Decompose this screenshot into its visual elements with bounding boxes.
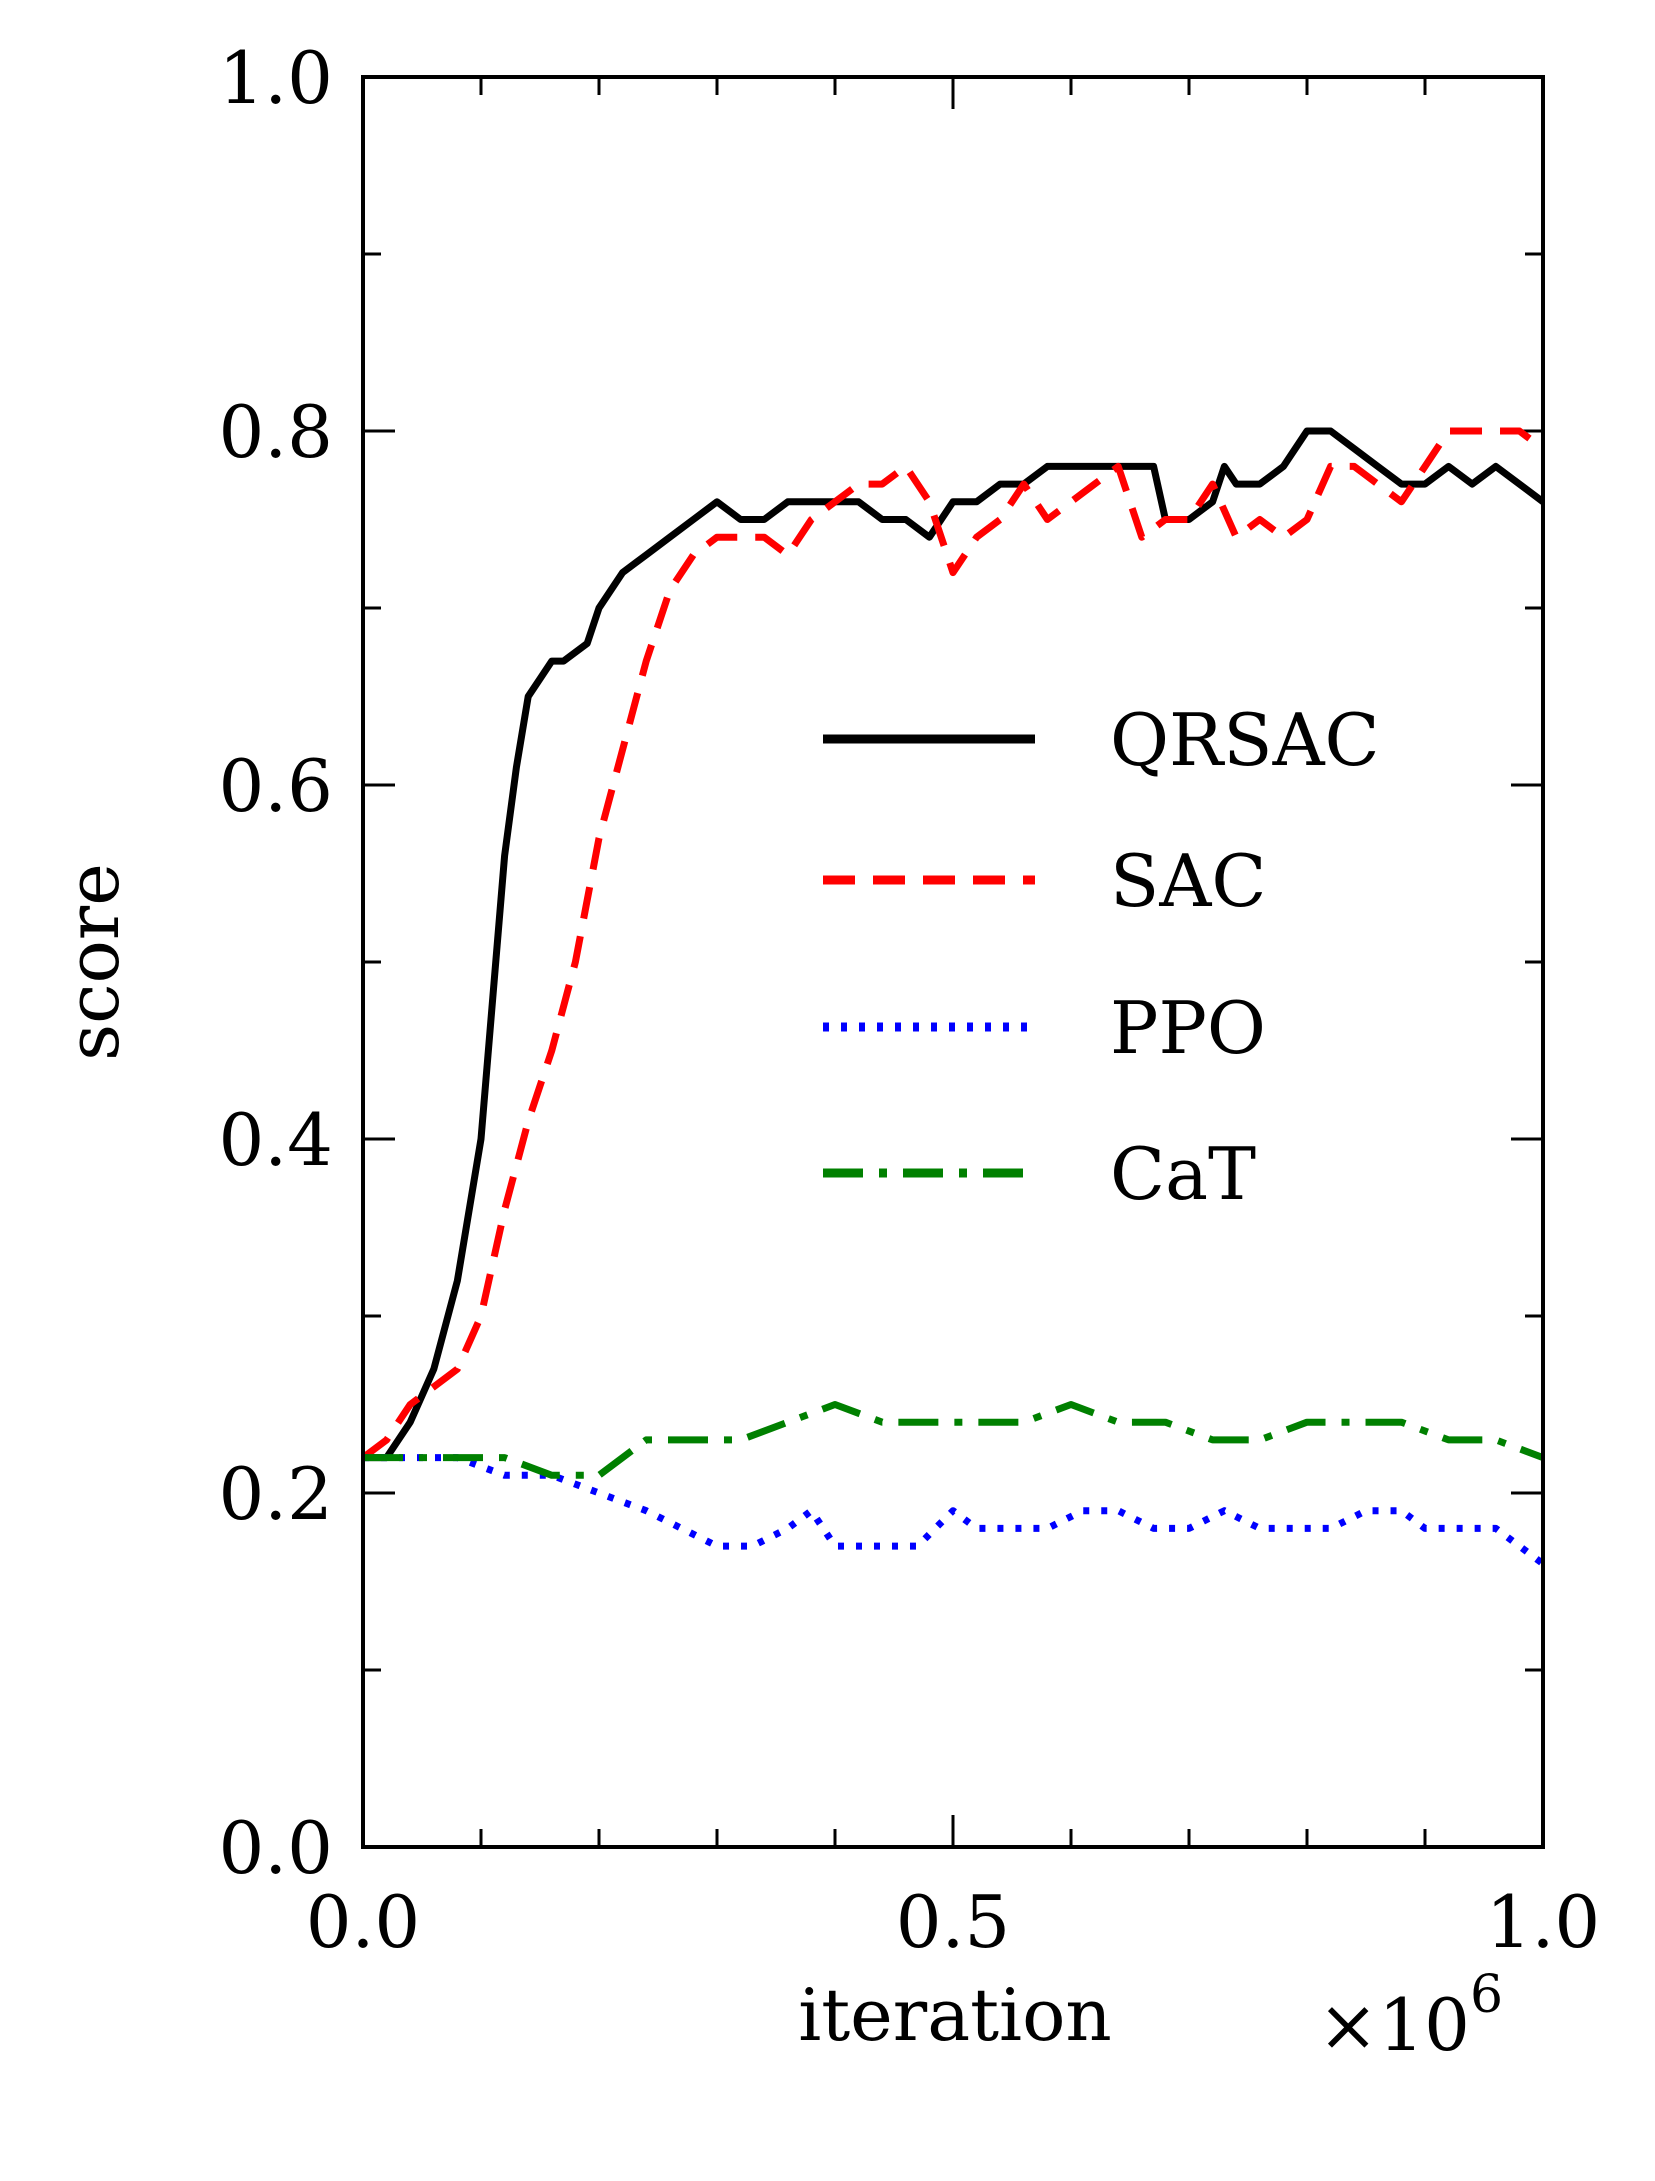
series-line-cat (363, 1401, 1543, 1479)
axis-ticks (361, 75, 1545, 1849)
x-tick-label: 0.0 (306, 1880, 421, 1964)
y-tick-label: 0.2 (218, 1452, 333, 1536)
x-tick-label: 0.5 (896, 1880, 1011, 1964)
legend-label-sac: SAC (1110, 839, 1266, 923)
x-axis-multiplier-base: ×10 (1318, 1983, 1470, 2067)
y-axis-label: score (51, 863, 135, 1061)
y-tick-label: 0.8 (218, 390, 333, 474)
series-line-sac (363, 427, 1543, 1461)
x-axis-label: iteration (798, 1973, 1112, 2057)
y-tick-label: 1.0 (218, 36, 333, 120)
legend-label-ppo: PPO (1110, 986, 1266, 1070)
legend-label-qrsac: QRSAC (1110, 698, 1380, 782)
tick-labels: 0.0 0.2 0.4 0.6 0.8 1.0 0.0 0.5 1.0 (218, 36, 1600, 1964)
x-tick-label: 1.0 (1486, 1880, 1601, 1964)
series-line-qrsac (363, 427, 1543, 1462)
y-tick-label: 0.4 (218, 1098, 333, 1182)
y-tick-label: 0.0 (218, 1806, 333, 1890)
plot-frame (361, 75, 1545, 1849)
series-lines (363, 427, 1543, 1567)
legend-label-cat: CaT (1110, 1132, 1256, 1216)
y-tick-label: 0.6 (218, 744, 333, 828)
x-axis-multiplier-exponent: 6 (1470, 1965, 1503, 2025)
legend: QRSAC SAC PPO CaT (823, 698, 1380, 1216)
series-line-ppo (363, 1454, 1543, 1567)
x-axis-multiplier: ×106 (1318, 1965, 1503, 2067)
